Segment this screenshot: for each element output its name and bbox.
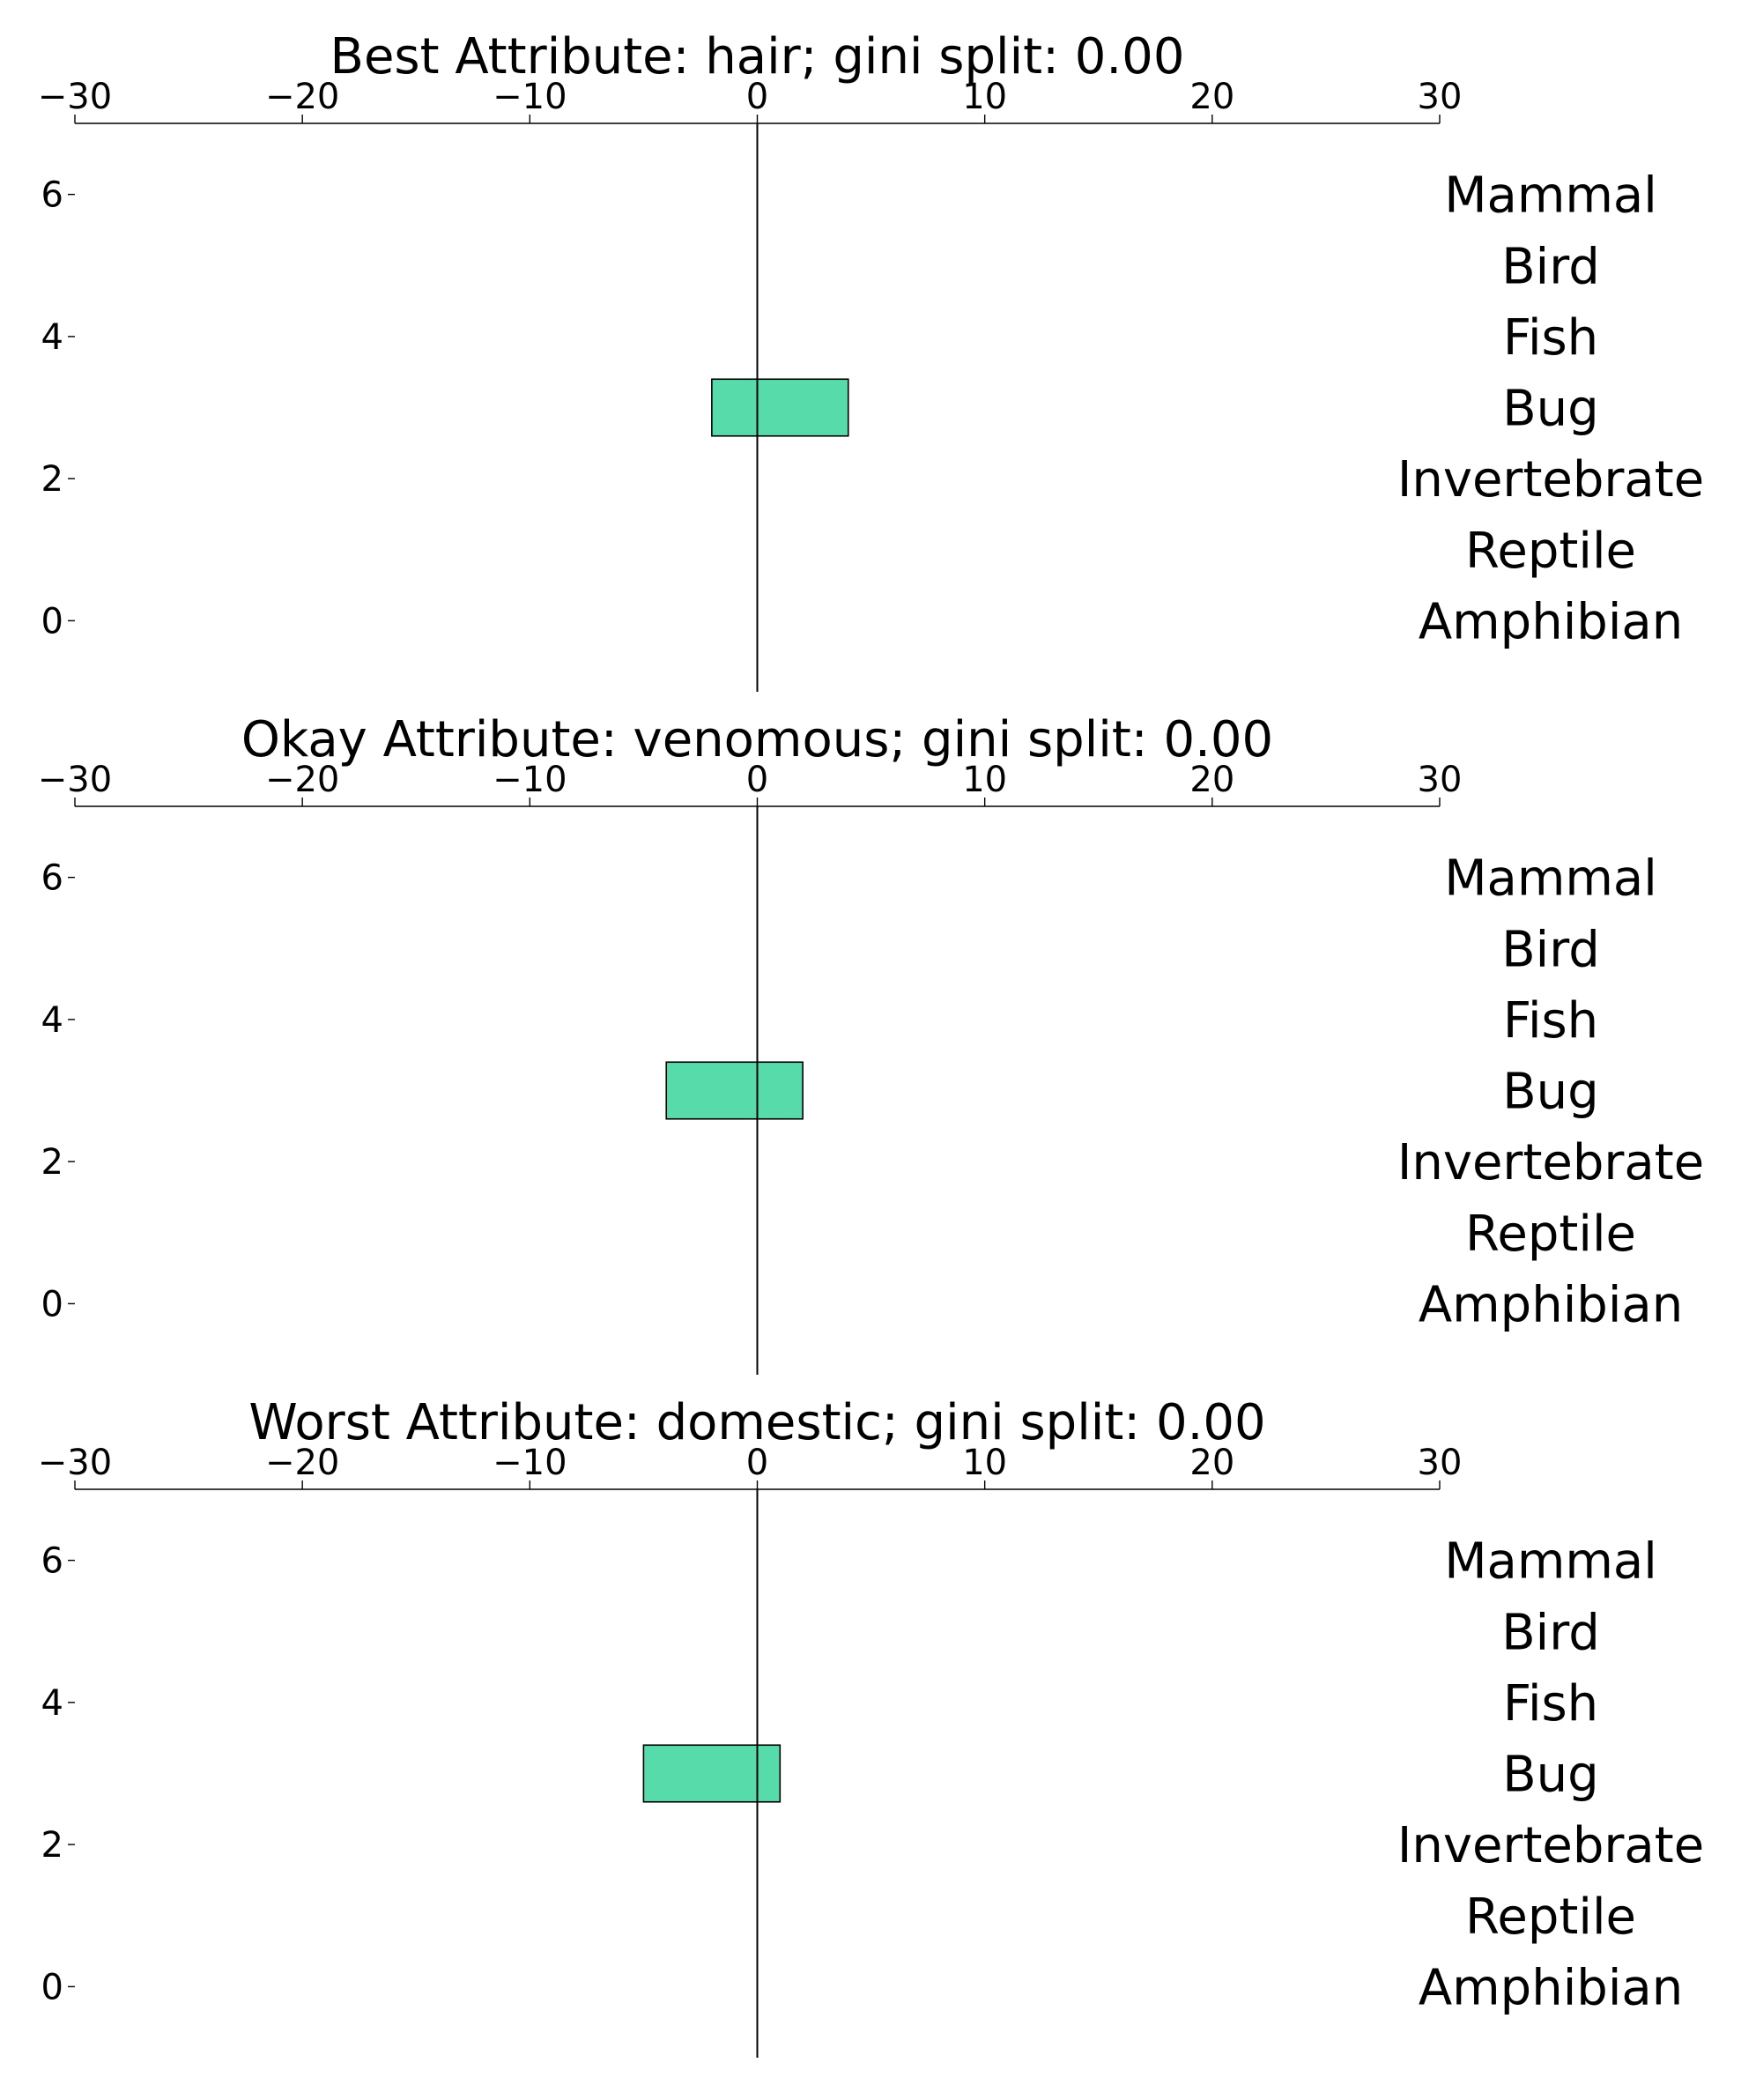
chart-1-category-label: Mammal bbox=[1444, 850, 1657, 908]
chart-0-x-tick-label: 20 bbox=[1189, 77, 1234, 117]
chart-0-y-tick-label: 4 bbox=[41, 317, 63, 358]
chart-1-title: Okay Attribute: venomous; gini split: 0.… bbox=[241, 711, 1273, 768]
chart-1-category-label: Bug bbox=[1502, 1064, 1598, 1121]
chart-0-title: Best Attribute: hair; gini split: 0.00 bbox=[330, 28, 1185, 85]
chart-2-x-tick-label: 20 bbox=[1189, 1443, 1234, 1483]
chart-2-title: Worst Attribute: domestic; gini split: 0… bbox=[248, 1394, 1265, 1451]
chart-1-y-tick-label: 6 bbox=[41, 858, 63, 899]
chart-2-x-tick-label: −20 bbox=[265, 1443, 339, 1483]
chart-0-y-tick-label: 2 bbox=[41, 459, 63, 500]
chart-2-category-label: Amphibian bbox=[1419, 1959, 1683, 2016]
chart-0-category-label: Invertebrate bbox=[1397, 451, 1704, 508]
chart-1-x-tick-label: 10 bbox=[962, 760, 1007, 800]
chart-2-category-label: Invertebrate bbox=[1397, 1817, 1704, 1874]
chart-1-x-tick-label: −10 bbox=[493, 760, 567, 800]
chart-2-y-tick-label: 0 bbox=[41, 1967, 63, 2007]
chart-0-panel: Best Attribute: hair; gini split: 0.00 −3… bbox=[38, 28, 1704, 692]
chart-1-x-tick-label: 30 bbox=[1418, 760, 1463, 800]
chart-0-category-label: Mammal bbox=[1444, 167, 1657, 225]
chart-2-x-tick-label: 0 bbox=[746, 1443, 768, 1483]
chart-0-category-label: Bug bbox=[1502, 381, 1598, 438]
chart-2-y-tick-label: 2 bbox=[41, 1825, 63, 1866]
chart-1-bar-0 bbox=[665, 1061, 804, 1120]
chart-2-y-tick-label: 6 bbox=[41, 1541, 63, 1582]
chart-0-category-label: Fish bbox=[1503, 309, 1598, 367]
chart-1-x-tick-label: 20 bbox=[1189, 760, 1234, 800]
chart-1-y-tick-label: 0 bbox=[41, 1284, 63, 1325]
chart-0-bar-0 bbox=[711, 378, 849, 437]
chart-1-category-label: Invertebrate bbox=[1397, 1134, 1704, 1191]
chart-2-x-tick-label: −10 bbox=[493, 1443, 567, 1483]
chart-0-category-label: Reptile bbox=[1465, 523, 1636, 580]
chart-0-category-label: Amphibian bbox=[1419, 593, 1683, 650]
chart-2-category-label: Bird bbox=[1501, 1604, 1600, 1661]
chart-2-category-label: Reptile bbox=[1465, 1889, 1636, 1946]
chart-0-x-tick-label: 30 bbox=[1418, 77, 1463, 117]
chart-0-category-label: Bird bbox=[1501, 238, 1600, 295]
chart-1-panel: Okay Attribute: venomous; gini split: 0.… bbox=[38, 711, 1704, 1375]
chart-0-x-tick-label: −10 bbox=[493, 77, 567, 117]
chart-2-x-tick-label: 10 bbox=[962, 1443, 1007, 1483]
charts: Best Attribute: hair; gini split: 0.00 −3… bbox=[38, 28, 1704, 2058]
chart-1-category-label: Reptile bbox=[1465, 1206, 1636, 1263]
chart-0-x-tick-label: 10 bbox=[962, 77, 1007, 117]
chart-1-x-tick-label: 0 bbox=[746, 760, 768, 800]
chart-1-category-label: Fish bbox=[1503, 992, 1598, 1050]
chart-0-x-tick-label: −20 bbox=[265, 77, 339, 117]
chart-2-y-tick-label: 4 bbox=[41, 1683, 63, 1724]
chart-2-x-tick-label: −30 bbox=[38, 1443, 112, 1483]
chart-2-bar-0 bbox=[642, 1744, 782, 1803]
chart-2-category-label: Bug bbox=[1502, 1747, 1598, 1804]
chart-1-x-tick-label: −20 bbox=[265, 760, 339, 800]
chart-1-y-tick-label: 4 bbox=[41, 1000, 63, 1041]
chart-2-panel: Worst Attribute: domestic; gini split: 0… bbox=[38, 1394, 1704, 2058]
chart-2-category-label: Mammal bbox=[1444, 1533, 1657, 1591]
chart-0-y-tick-label: 6 bbox=[41, 175, 63, 216]
chart-2-x-tick-label: 30 bbox=[1418, 1443, 1463, 1483]
chart-0-x-tick-label: 0 bbox=[746, 77, 768, 117]
chart-1-category-label: Amphibian bbox=[1419, 1276, 1683, 1333]
chart-2-category-label: Fish bbox=[1503, 1675, 1598, 1733]
chart-1-x-tick-label: −30 bbox=[38, 760, 112, 800]
chart-1-category-label: Bird bbox=[1501, 921, 1600, 978]
chart-1-y-tick-label: 2 bbox=[41, 1142, 63, 1183]
chart-0-y-tick-label: 0 bbox=[41, 601, 63, 642]
chart-0-x-tick-label: −30 bbox=[38, 77, 112, 117]
